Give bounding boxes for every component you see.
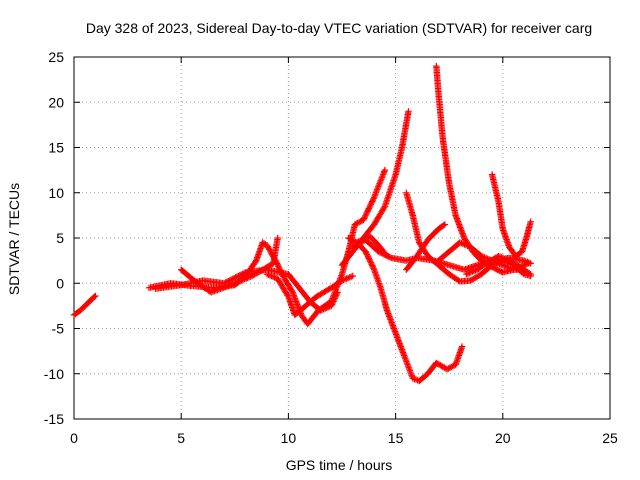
series-s14	[488, 171, 534, 260]
series-markers	[433, 62, 532, 276]
x-tick-label: 0	[70, 430, 78, 446]
x-tick-label: 20	[495, 430, 511, 446]
x-tick-label: 10	[281, 430, 297, 446]
y-tick-label: -15	[44, 411, 64, 427]
series-s7	[345, 234, 466, 385]
x-tick-label: 15	[388, 430, 404, 446]
y-tick-label: 10	[48, 185, 64, 201]
y-tick-label: -10	[44, 366, 64, 382]
series-markers	[152, 266, 341, 314]
y-tick-label: 25	[48, 49, 64, 65]
series-markers	[263, 271, 356, 319]
chart-title: Day 328 of 2023, Sidereal Day-to-day VTE…	[86, 20, 592, 36]
x-axis-label: GPS time / hours	[286, 457, 393, 473]
x-tick-labels: 0 5 10 15 20 25	[70, 430, 618, 446]
series-markers	[403, 221, 449, 273]
series-markers	[488, 171, 534, 260]
series-s1	[70, 292, 99, 319]
y-tick-label: 15	[48, 140, 64, 156]
axis-ticks	[73, 56, 611, 420]
y-axis-label: SDTVAR / TECUs	[6, 183, 22, 295]
series-s15	[463, 252, 534, 278]
y-tick-label: 20	[48, 94, 64, 110]
y-tick-label: 5	[56, 230, 64, 246]
series-markers	[345, 234, 466, 385]
series-markers	[178, 234, 281, 296]
series-markers	[70, 292, 99, 319]
series-s5	[263, 271, 356, 319]
x-tick-label: 25	[602, 430, 618, 446]
data-series	[70, 62, 534, 385]
y-tick-label: -5	[52, 321, 65, 337]
y-tick-label: 0	[56, 275, 64, 291]
series-markers	[353, 233, 391, 260]
y-tick-labels: 25 20 15 10 5 0 -5 -10 -15	[44, 49, 64, 427]
series-s4	[178, 234, 281, 296]
series-s11	[433, 62, 532, 276]
series-s9	[353, 233, 391, 260]
series-s3	[152, 266, 341, 314]
series-markers	[463, 252, 534, 278]
series-s12	[403, 221, 449, 273]
x-tick-label: 5	[177, 430, 185, 446]
